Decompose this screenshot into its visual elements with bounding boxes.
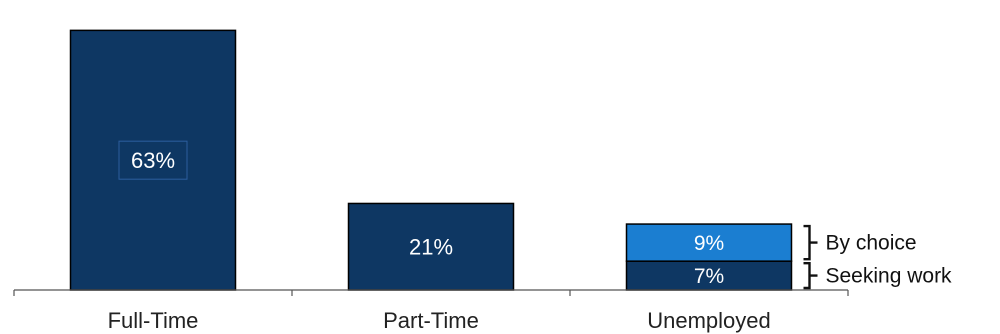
data-label-box-full-time [118, 140, 188, 180]
bars-layer [69, 29, 793, 291]
bar-part-time-seeking-work [347, 202, 515, 291]
annotation-by-choice: By choice [826, 232, 917, 255]
category-label-unemployed: Unemployed [647, 308, 771, 333]
data-labels-layer: 63% 21% 7% 9% [118, 140, 724, 288]
category-label-part-time: Part-Time [383, 308, 479, 333]
brace-by-choice [803, 224, 818, 261]
x-axis: Full-Time Part-Time Unemployed [13, 289, 849, 333]
data-label-unemployed-seeking-work: 7% [694, 265, 724, 288]
data-label-full-time-seeking-work: 63% [131, 148, 175, 173]
data-label-part-time-seeking-work: 21% [409, 235, 453, 260]
bar-full-time-seeking-work [69, 29, 237, 291]
data-label-unemployed-by-choice: 9% [694, 232, 724, 255]
annotation-seeking-work: Seeking work [826, 265, 953, 288]
category-label-full-time: Full-Time [108, 308, 199, 333]
bar-unemployed-by-choice [625, 223, 793, 262]
brace-seeking-work [803, 261, 818, 290]
annotations-layer: By choice Seeking work [803, 224, 953, 290]
